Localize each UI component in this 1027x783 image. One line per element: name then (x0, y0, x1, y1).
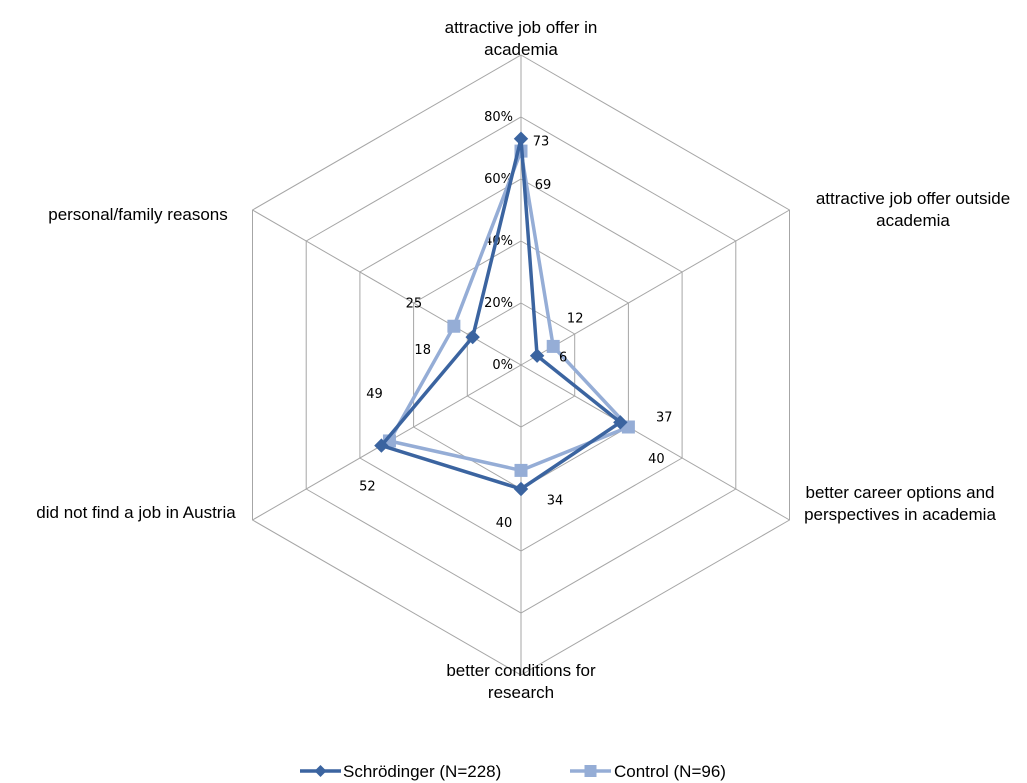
legend-label: Schrödinger (N=228) (343, 762, 501, 781)
legend-label: Control (N=96) (614, 762, 726, 781)
data-label: 40 (496, 516, 513, 531)
data-label: 18 (414, 343, 431, 358)
data-label: 34 (547, 493, 564, 508)
data-label: 37 (656, 410, 673, 425)
grid-spoke (520, 209, 790, 366)
series-layer (374, 131, 635, 497)
category-label: better conditions for research (446, 661, 596, 702)
tick-label: 40% (484, 234, 513, 249)
data-point (613, 415, 628, 430)
category-labels: attractive job offer in academia attractiv… (36, 18, 1010, 702)
tick-label: 60% (484, 172, 513, 187)
radial-tick-labels: 0% 20% 40% 60% 80% (484, 110, 513, 373)
tick-label: 80% (484, 110, 513, 125)
grid-spoke (520, 364, 790, 521)
series-schrodinger (374, 131, 628, 497)
category-label: better career options and perspectives in… (804, 483, 996, 524)
legend-marker (584, 765, 597, 777)
data-label: 12 (567, 311, 584, 326)
data-point (514, 463, 528, 477)
legend: Schrödinger (N=228) Control (N=96) (300, 762, 726, 781)
data-point (447, 319, 461, 333)
legend-item: Schrödinger (N=228) (300, 762, 501, 781)
category-label: personal/family reasons (48, 205, 228, 224)
legend-item: Control (N=96) (570, 762, 726, 781)
data-label: 25 (406, 296, 423, 311)
data-point (465, 329, 480, 345)
data-point (513, 131, 529, 146)
grid-spoke (252, 209, 522, 366)
tick-label: 20% (484, 296, 513, 311)
data-point (374, 438, 389, 453)
data-label: 52 (359, 480, 376, 495)
data-labels: 73 6 37 40 52 18 69 12 40 34 49 25 (359, 135, 672, 531)
data-label: 40 (648, 452, 665, 467)
category-label: did not find a job in Austria (36, 503, 236, 522)
data-point (546, 339, 560, 353)
data-label: 69 (535, 178, 552, 193)
data-label: 6 (559, 351, 567, 366)
category-label: attractive job offer outside academia (816, 189, 1010, 230)
legend-marker (314, 765, 327, 777)
data-point (529, 348, 545, 363)
data-label: 49 (366, 387, 383, 402)
category-label: attractive job offer in academia (445, 18, 598, 59)
series-line (379, 136, 623, 491)
tick-label: 0% (492, 358, 513, 373)
data-label: 73 (533, 135, 550, 150)
data-point (513, 481, 529, 497)
